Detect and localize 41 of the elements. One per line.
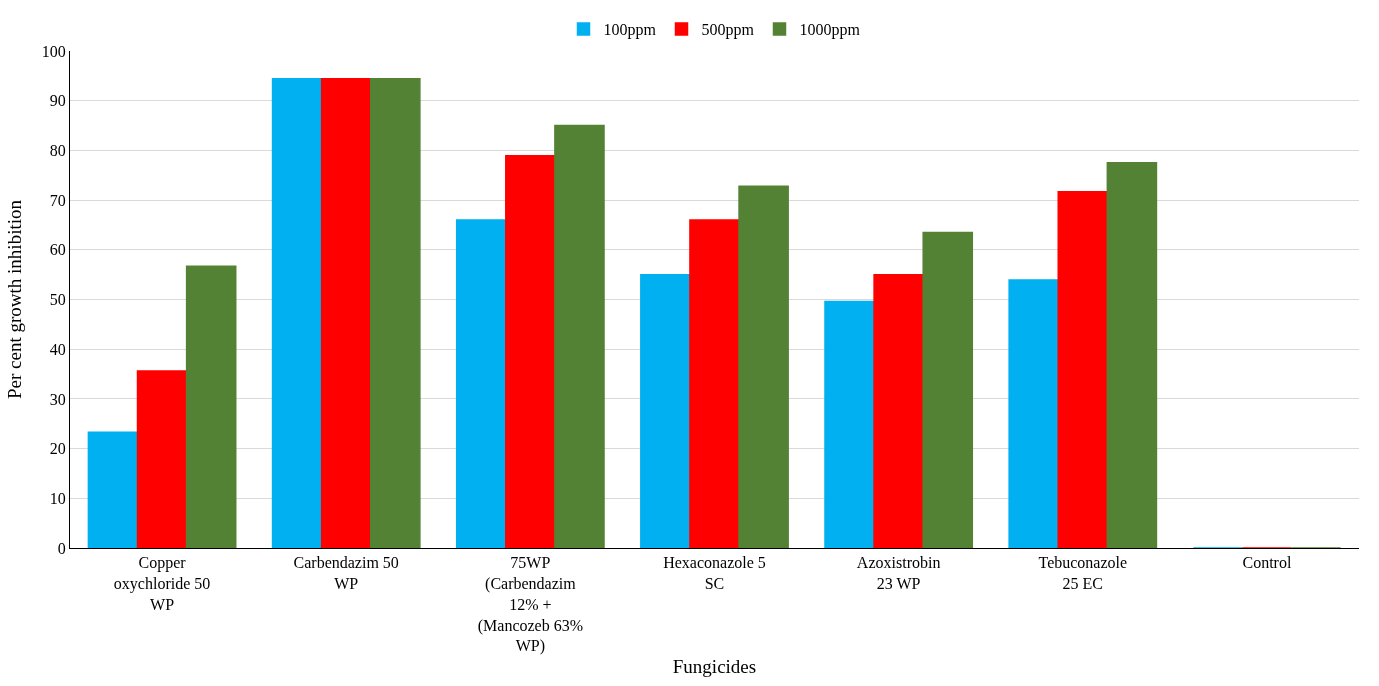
x-tick-label: Copper oxychloride 50 WP — [113, 554, 211, 613]
bar — [185, 265, 237, 548]
y-tick-label: 30 — [49, 390, 66, 408]
y-tick-label: 20 — [49, 440, 66, 458]
bar — [455, 219, 507, 548]
x-tick-label: Control — [1242, 554, 1292, 572]
legend-label: 500ppm — [701, 21, 755, 40]
x-tick-label: Carbendazim 50 WP — [293, 554, 399, 592]
y-tick-label: 100 — [41, 42, 66, 60]
y-tick-label: 0 — [57, 539, 66, 557]
bar — [738, 185, 789, 548]
bar — [136, 370, 188, 548]
bar — [640, 273, 691, 548]
bar — [922, 231, 974, 548]
y-tick-label: 70 — [49, 191, 66, 209]
bar — [1106, 162, 1158, 548]
x-tick-label: Tebuconazole 25 EC — [1038, 554, 1128, 592]
x-tick-label: Hexaconazole 5 SC — [663, 554, 766, 592]
x-axis-title: Fungicides — [672, 656, 757, 678]
legend-label: 1000ppm — [799, 21, 861, 40]
bar — [87, 431, 139, 548]
bar — [689, 219, 740, 548]
y-tick-label: 50 — [49, 291, 66, 309]
bar — [271, 78, 323, 548]
bar — [1057, 190, 1109, 548]
y-tick-label: 10 — [49, 489, 66, 507]
bar — [1008, 279, 1059, 548]
bar — [505, 155, 556, 548]
y-tick-label: 40 — [49, 340, 66, 358]
y-axis-title: Per cent growth inhibition — [3, 199, 25, 399]
bar — [554, 124, 605, 548]
x-tick-label: 75WP (Carbendazim 12% + (Mancozeb 63% WP) — [477, 554, 584, 656]
y-tick-label: 60 — [49, 241, 66, 259]
bar — [320, 78, 372, 548]
bar — [824, 300, 875, 548]
y-tick-label: 90 — [49, 92, 66, 110]
y-tick-label: 80 — [49, 142, 66, 159]
bar — [370, 78, 421, 548]
x-tick-label: Azoxistrobin 23 WP — [856, 554, 941, 592]
legend-label: 100ppm — [603, 21, 657, 40]
bar — [873, 273, 924, 548]
